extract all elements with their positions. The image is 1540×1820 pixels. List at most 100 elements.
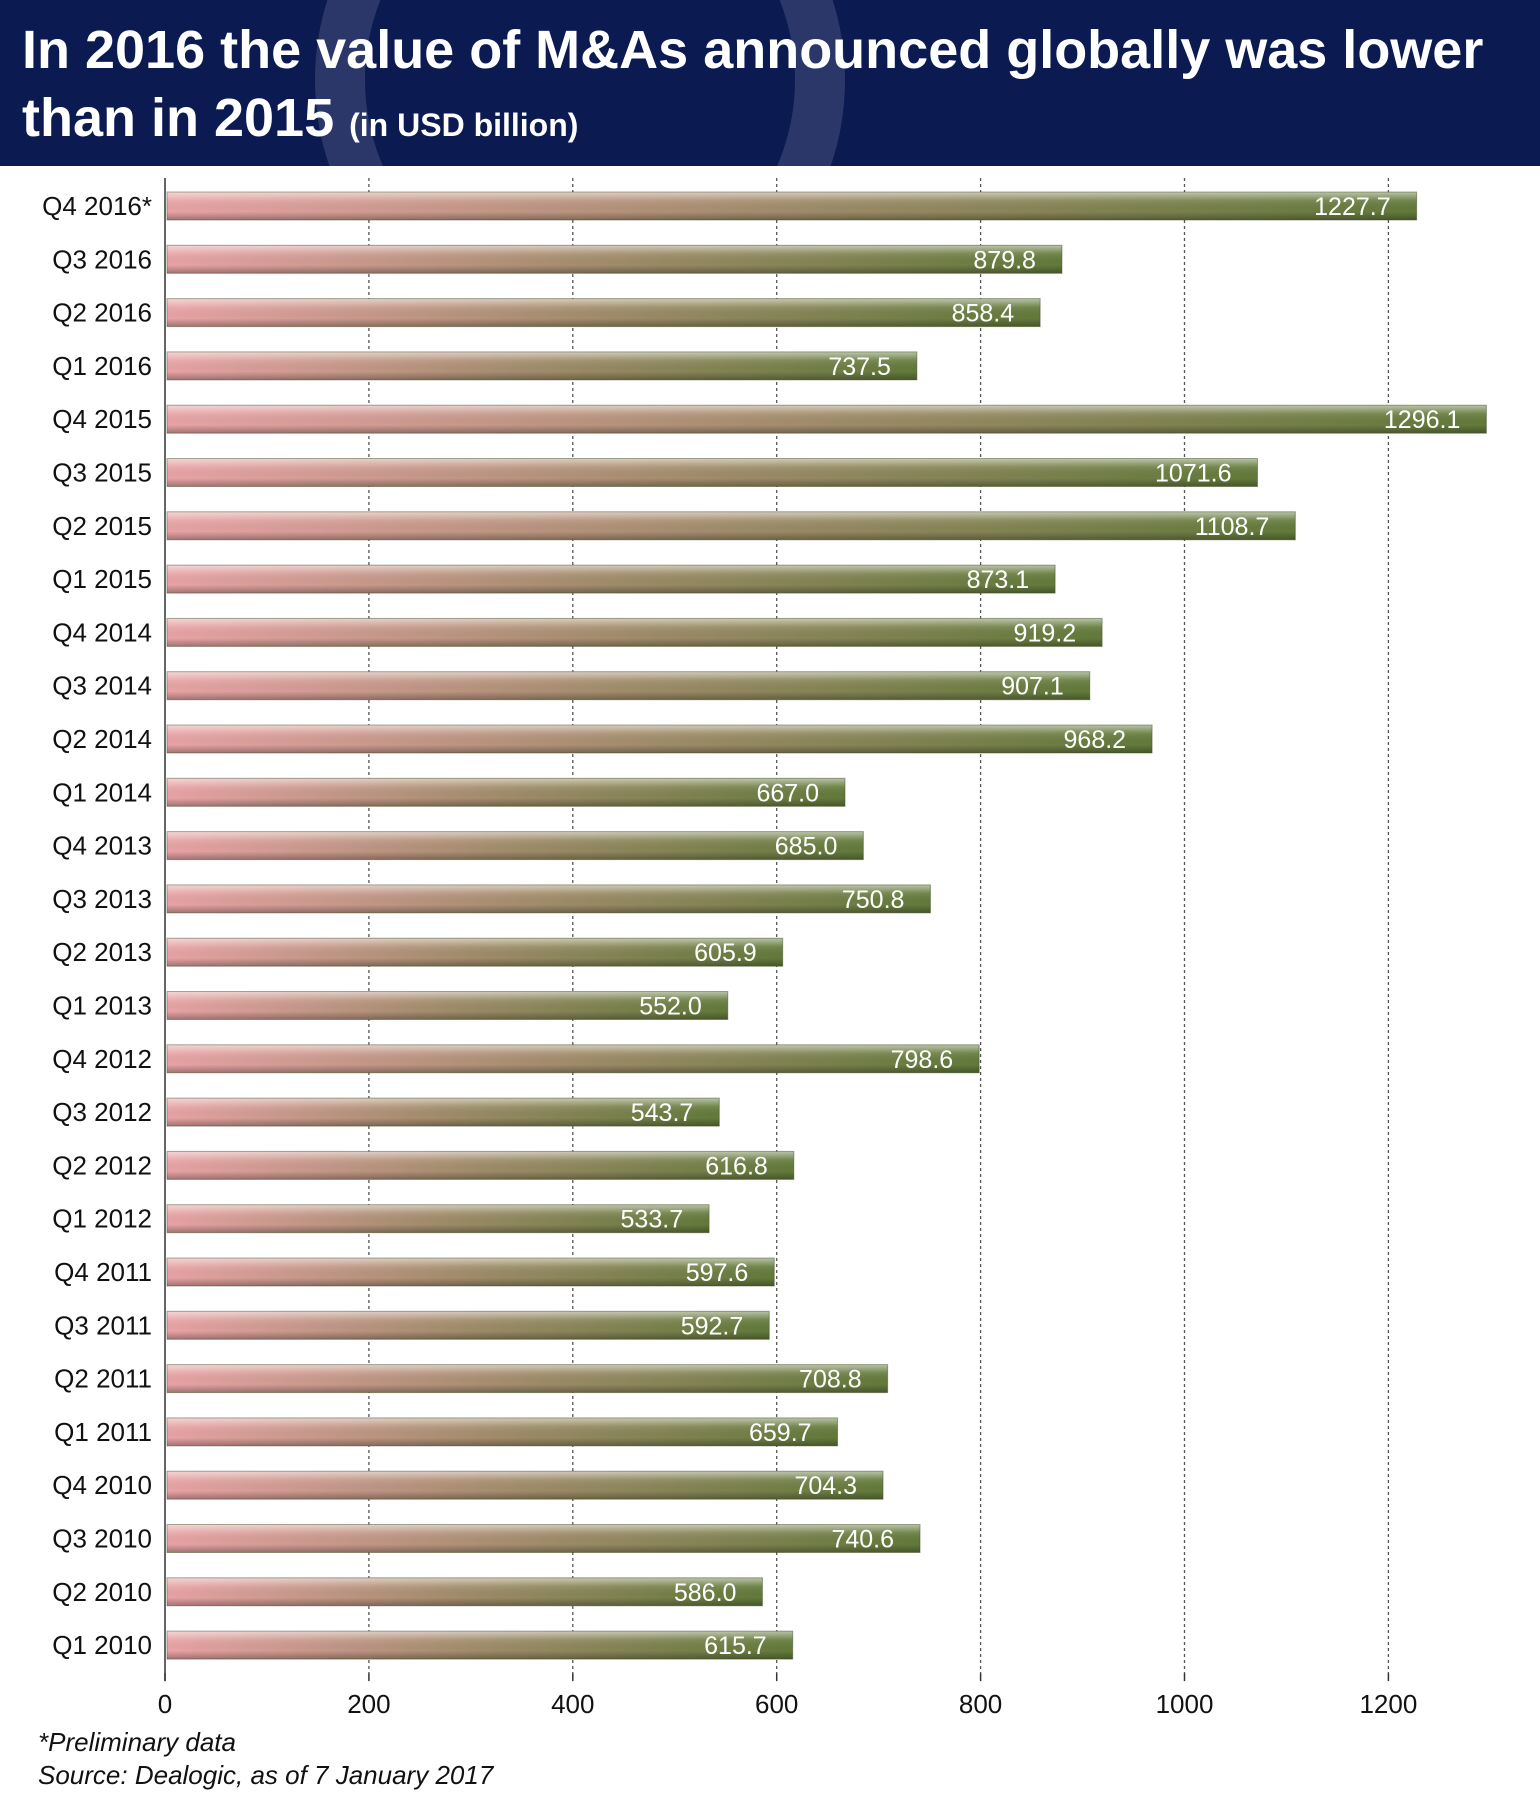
watermark-logo — [315, 0, 845, 166]
bar — [166, 244, 1063, 274]
bar-shading — [167, 1577, 763, 1606]
bar — [166, 937, 784, 967]
value-label: 659.7 — [749, 1419, 812, 1447]
bar — [166, 191, 1418, 221]
bar-shading — [167, 351, 917, 380]
category-label: Q4 2013 — [52, 831, 152, 861]
bar-outline — [166, 564, 1056, 594]
bars — [166, 191, 1487, 1660]
x-tick-label: 400 — [551, 1689, 594, 1719]
value-label: 879.8 — [973, 246, 1036, 274]
value-label: 597.6 — [686, 1259, 749, 1287]
bar-outline — [166, 351, 918, 381]
value-label: 1227.7 — [1314, 193, 1390, 221]
value-label: 615.7 — [704, 1632, 767, 1660]
bar-outline — [166, 777, 846, 807]
bar — [166, 564, 1056, 594]
bar-shading — [167, 245, 1062, 274]
footnote: *Preliminary data Source: Dealogic, as o… — [38, 1726, 493, 1792]
bar-outline — [166, 458, 1258, 487]
value-label: 552.0 — [639, 993, 702, 1021]
bar-outline — [166, 511, 1296, 541]
bar — [166, 1524, 921, 1553]
bar — [166, 777, 846, 807]
bar-outline — [166, 991, 729, 1020]
bar-shading — [167, 192, 1417, 220]
bar-shading — [167, 1524, 921, 1553]
bar-shading — [167, 991, 728, 1020]
value-label: 737.5 — [828, 353, 891, 381]
title-unit: (in USD billion) — [349, 107, 579, 143]
bar-outline — [166, 1310, 770, 1340]
bar-shading — [167, 1204, 710, 1233]
value-label: 798.6 — [891, 1046, 954, 1074]
bar-outline — [166, 1577, 763, 1607]
bar-outline — [166, 298, 1041, 328]
bar-outline — [166, 1417, 839, 1447]
category-labels: Q4 2016* Q3 2016 Q2 2016 Q1 2016 Q4 2015 Q3 2… — [42, 191, 152, 1660]
bar-shading — [167, 725, 1153, 753]
bar-outline — [166, 1364, 889, 1394]
bar — [166, 724, 1153, 754]
category-label: Q4 2015 — [52, 404, 152, 434]
category-label: Q4 2014 — [52, 617, 152, 647]
value-label: 708.8 — [799, 1366, 862, 1394]
bar-shading — [167, 1258, 775, 1286]
preliminary-note: *Preliminary data — [38, 1727, 236, 1757]
bar — [166, 1417, 839, 1447]
bar-shading — [167, 938, 783, 967]
bar-outline — [166, 1204, 710, 1234]
bar-chart: Q4 2016* Q3 2016 Q2 2016 Q1 2016 Q4 2015 Q3 2… — [42, 178, 1487, 1719]
value-label: 750.8 — [842, 886, 905, 914]
category-label: Q2 2016 — [52, 298, 152, 328]
bar-shading — [167, 1631, 793, 1660]
bar-outline — [166, 724, 1153, 754]
bar — [166, 1630, 794, 1660]
x-tick-label: 1200 — [1359, 1689, 1417, 1719]
category-label: Q3 2015 — [52, 458, 152, 488]
bar-outline — [166, 1524, 921, 1553]
category-label: Q1 2013 — [52, 991, 152, 1021]
category-label: Q4 2012 — [52, 1044, 152, 1074]
bar-shading — [167, 671, 1090, 700]
bar-shading — [167, 618, 1103, 647]
bar-outline — [166, 404, 1487, 434]
x-axis: 0 200 400 600 800 1000 1200 — [158, 178, 1417, 1719]
bar — [166, 1257, 775, 1287]
bar — [166, 404, 1487, 434]
bar — [166, 884, 931, 914]
x-tick-label: 600 — [755, 1689, 798, 1719]
category-label: Q1 2016 — [52, 351, 152, 381]
bar-outline — [166, 831, 864, 861]
bar-shading — [167, 405, 1487, 434]
value-label: 919.2 — [1014, 619, 1077, 647]
bar-outline — [166, 617, 1103, 647]
bar-outline — [166, 884, 931, 914]
bar-shading — [167, 1151, 794, 1180]
bar-shading — [167, 884, 931, 913]
bar-outline — [166, 1097, 720, 1127]
bar-outline — [166, 1630, 794, 1660]
bar — [166, 1470, 884, 1500]
bar — [166, 458, 1258, 487]
category-label: Q1 2015 — [52, 564, 152, 594]
value-label: 543.7 — [631, 1099, 694, 1127]
bar-outline — [166, 244, 1063, 274]
value-label: 685.0 — [775, 833, 838, 861]
bar-outline — [166, 671, 1091, 701]
bar — [166, 1364, 889, 1394]
source-note: Source: Dealogic, as of 7 January 2017 — [38, 1760, 494, 1790]
chart-title: In 2016 the value of M&As announced glob… — [22, 16, 1522, 159]
category-label: Q1 2012 — [52, 1204, 152, 1234]
value-label: 704.3 — [794, 1472, 857, 1500]
bar — [166, 1150, 795, 1180]
title-main: In 2016 the value of M&As announced glob… — [22, 20, 1484, 148]
bar-shading — [167, 831, 864, 860]
bar-shading — [167, 1417, 838, 1446]
value-label: 586.0 — [674, 1579, 737, 1607]
category-label: Q2 2015 — [52, 511, 152, 541]
category-label: Q3 2013 — [52, 884, 152, 914]
value-label: 968.2 — [1064, 726, 1127, 754]
bar-shading — [167, 1364, 888, 1393]
category-label: Q3 2012 — [52, 1097, 152, 1127]
